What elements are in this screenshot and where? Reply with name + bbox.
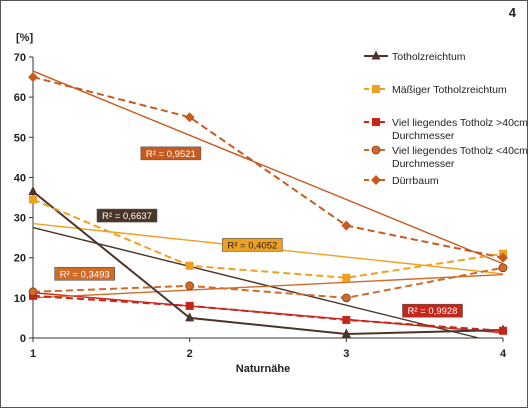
legend-label-line: Durchmesser	[392, 158, 455, 170]
legend-item: Viel liegendes Totholz <40cm Durchmesser	[364, 145, 528, 170]
r2-label-box	[54, 266, 116, 281]
data-point	[185, 261, 194, 270]
legend-label: Mäßiger Totholzreichtum	[392, 84, 507, 96]
r2-label-box	[402, 303, 463, 318]
legend-item: Viel liegendes Totholz >40cm Durchmesser	[364, 117, 528, 142]
legend: Totholzreichtum Mäßiger Totholzreichtum Vi…	[364, 50, 528, 187]
legend-label: Totholzreichtum	[392, 51, 466, 63]
y-tick-label: 50	[14, 132, 26, 144]
data-point	[29, 195, 37, 204]
data-point	[28, 185, 38, 195]
r2-label: R² = 0,6637	[102, 211, 152, 222]
trendline	[32, 273, 504, 299]
data-point	[342, 273, 351, 282]
x-tick-label: 3	[343, 348, 349, 360]
data-point	[342, 315, 351, 324]
legend-label-line: Viel liegendes Totholz >40cm	[392, 117, 528, 129]
data-point	[371, 175, 381, 185]
legend-item: Mäßiger Totholzreichtum	[364, 84, 507, 96]
y-axis-label: [%]	[16, 32, 33, 44]
legend-label: Viel liegendes Totholz <40cm Durchmesser	[392, 145, 528, 170]
y-tick-label: 10	[14, 293, 26, 305]
trendline	[32, 226, 479, 339]
legend-item: Dürrbaum	[364, 175, 439, 187]
series-line	[32, 76, 504, 259]
data-point	[341, 220, 352, 231]
trendline	[32, 70, 504, 265]
series	[28, 263, 508, 303]
data-point	[498, 252, 508, 263]
legend-item: Totholzreichtum	[364, 50, 466, 63]
r2-label: R² = 0,3493	[60, 269, 110, 280]
y-tick-label: 0	[20, 333, 26, 345]
x-tick-label: 2	[187, 348, 193, 360]
y-tick-label: 30	[14, 213, 26, 225]
y-tick-label: 60	[14, 92, 26, 104]
data-point	[185, 301, 194, 310]
r2-label: R² = 0,4052	[227, 240, 277, 251]
r2-labels: R² = 0,6637 R² = 0,4052 R² = 0,9928 R² = 0,…	[54, 146, 463, 318]
y-tick-label: 70	[14, 52, 26, 64]
data-point	[185, 281, 195, 291]
y-tick-label: 20	[14, 253, 26, 265]
series	[28, 72, 508, 263]
legend-label: Viel liegendes Totholz >40cm Durchmesser	[392, 117, 528, 142]
data-point	[499, 326, 507, 335]
data-point	[372, 85, 380, 93]
legend-label-line: Durchmesser	[392, 130, 455, 142]
data-point	[371, 50, 381, 60]
r2-label-box	[222, 238, 283, 252]
x-tick-label: 4	[500, 348, 507, 360]
data-point	[185, 312, 195, 322]
series-line	[32, 190, 504, 335]
r2-label: R² = 0,9521	[146, 149, 196, 160]
r2-label-box	[96, 208, 158, 223]
data-point	[372, 118, 380, 126]
r2-label: R² = 0,9928	[408, 306, 458, 317]
data-point	[341, 293, 351, 303]
data-point	[184, 112, 195, 123]
trendlines	[32, 70, 504, 339]
series-group	[28, 72, 508, 338]
data-point	[341, 328, 351, 338]
y-tick-label: 40	[14, 172, 26, 184]
data-point	[28, 287, 38, 297]
legend-label-line: Viel liegendes Totholz <40cm	[392, 145, 528, 157]
legend-label: Dürrbaum	[392, 175, 439, 187]
data-point	[498, 263, 508, 273]
corner-label: 4	[509, 5, 517, 20]
series-line	[32, 198, 504, 279]
data-point	[28, 72, 38, 83]
series-line	[32, 266, 504, 299]
data-point	[371, 145, 381, 155]
x-tick-label: 1	[30, 348, 36, 360]
x-axis-label: Naturnähe	[236, 363, 290, 375]
series-line	[32, 294, 504, 332]
r2-label-box	[140, 146, 202, 161]
